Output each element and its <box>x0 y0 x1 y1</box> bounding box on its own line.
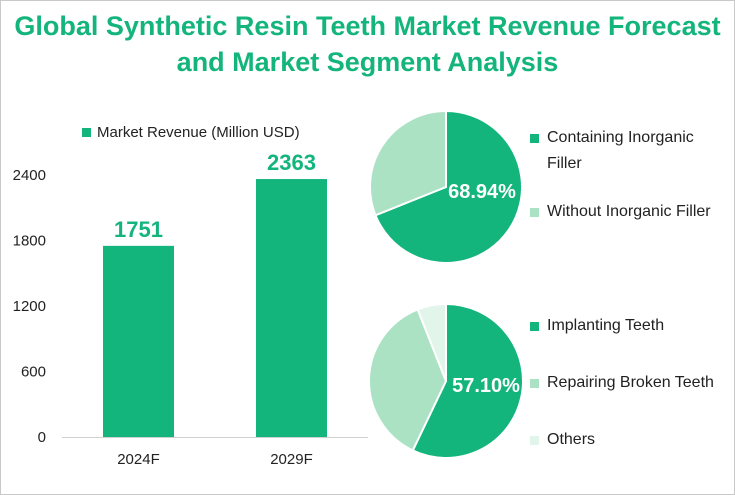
y-tick-label: 1800 <box>13 233 46 250</box>
pie-slice <box>411 302 524 459</box>
pie-slice <box>374 109 523 264</box>
pie1-legend-item: Without Inorganic Filler <box>530 199 725 225</box>
bar-data-label: 1751 <box>114 217 163 242</box>
pie2-legend-label: Repairing Broken Teeth <box>547 374 714 391</box>
pie1-legend: Containing Inorganic Filler Without Inor… <box>530 125 725 225</box>
pie-slice <box>368 308 448 452</box>
y-tick-label: 600 <box>21 364 46 381</box>
y-tick-label: 0 <box>38 429 46 446</box>
bar <box>256 179 327 437</box>
bar-legend-swatch <box>82 128 91 137</box>
bar-legend-label: Market Revenue (Million USD) <box>97 124 300 141</box>
bar <box>103 245 174 437</box>
pie-slice <box>416 302 447 382</box>
pie2-legend-swatch <box>530 436 539 445</box>
y-tick-label: 2400 <box>13 167 46 184</box>
pie2-legend-label: Implanting Teeth <box>547 317 665 334</box>
chart-title-text: Global Synthetic Resin Teeth Market Reve… <box>14 11 721 77</box>
pie2-legend-item: Implanting Teeth <box>530 313 730 339</box>
pie2-legend-item: Others <box>530 427 730 453</box>
x-tick-label: 2029F <box>270 451 313 468</box>
pie2-legend-swatch <box>530 322 539 331</box>
pie-slice <box>369 109 447 217</box>
y-tick-label: 1200 <box>13 298 46 315</box>
pie1-legend-label: Without Inorganic Filler <box>547 203 711 220</box>
x-tick-label: 2024F <box>117 451 160 468</box>
pie1-legend-swatch <box>530 208 539 217</box>
pie-data-label: 57.10% <box>452 375 520 397</box>
pie1-legend-item: Containing Inorganic Filler <box>530 125 725 177</box>
pie2-legend-swatch <box>530 379 539 388</box>
bar-legend: Market Revenue (Million USD) <box>82 124 300 141</box>
chart-title: Global Synthetic Resin Teeth Market Reve… <box>0 8 735 80</box>
pie-data-label: 68.94% <box>448 181 516 203</box>
bar-data-label: 2363 <box>267 150 316 175</box>
pie1-legend-swatch <box>530 134 539 143</box>
pie2-legend-item: Repairing Broken Teeth <box>530 370 730 396</box>
pie2-legend-label: Others <box>547 431 596 448</box>
pie1-legend-label: Containing Inorganic Filler <box>547 129 694 172</box>
pie2-legend: Implanting Teeth Repairing Broken Teeth … <box>530 313 730 453</box>
